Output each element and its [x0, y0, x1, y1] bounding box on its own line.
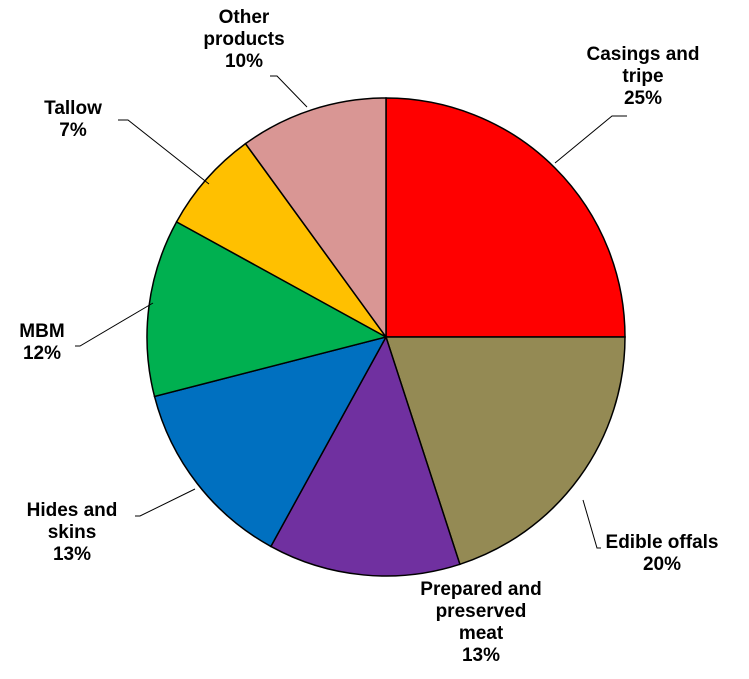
slice-label-line-6-0: Other: [219, 7, 270, 28]
pie-slices: [146, 97, 626, 577]
slice-percent-1: 20%: [643, 554, 681, 575]
slice-label-line-0-1: tripe: [622, 66, 663, 87]
slice-label-4: MBM 12%: [19, 321, 64, 364]
pie-slice-0: [385, 97, 626, 338]
leader-line-0: [554, 115, 627, 164]
slice-percent-3: 13%: [53, 544, 91, 565]
slice-label-line-2-0: Prepared and: [420, 579, 541, 600]
slice-label-3: Hides and skins 13%: [27, 500, 118, 565]
pie-slice-1: [384, 336, 626, 566]
leader-line-6: [270, 75, 308, 108]
slice-label-line-4-0: MBM: [19, 321, 64, 342]
pie-slice-5: [175, 142, 387, 338]
slice-label-1: Edible offals 20%: [606, 532, 719, 575]
slice-percent-0: 25%: [624, 88, 662, 109]
slice-label-0: Casings and tripe 25%: [587, 44, 700, 109]
leader-line-5: [118, 119, 210, 185]
slice-percent-4: 12%: [23, 343, 61, 364]
leader-line-1: [582, 499, 601, 549]
leader-line-3: [135, 488, 196, 517]
slice-labels: Casings and tripe 25% Edible offals 20% Prepa…: [19, 7, 718, 666]
slice-label-line-0-0: Casings and: [587, 44, 700, 65]
slice-label-5: Tallow 7%: [44, 98, 102, 141]
pie-slice-6: [244, 97, 387, 340]
slice-label-line-1-0: Edible offals: [606, 532, 719, 553]
slice-percent-5: 7%: [59, 120, 87, 141]
leader-lines: [75, 75, 627, 549]
slice-label-line-2-2: meat: [459, 623, 504, 644]
slice-percent-2: 13%: [462, 645, 500, 666]
leader-line-4: [75, 302, 154, 347]
slice-label-line-6-1: products: [203, 29, 284, 50]
slice-percent-6: 10%: [225, 51, 263, 72]
slice-label-line-2-1: preserved: [436, 601, 527, 622]
slice-label-2: Prepared and preserved meat 13%: [420, 579, 541, 666]
slice-label-line-3-0: Hides and: [27, 500, 118, 521]
pie-slice-4: [146, 220, 389, 398]
slice-label-line-3-1: skins: [48, 522, 97, 543]
slice-label-line-5-0: Tallow: [44, 98, 102, 119]
slice-label-6: Other products 10%: [203, 7, 284, 72]
pie-slice-3: [153, 335, 388, 548]
pie-slice-2: [269, 335, 461, 577]
